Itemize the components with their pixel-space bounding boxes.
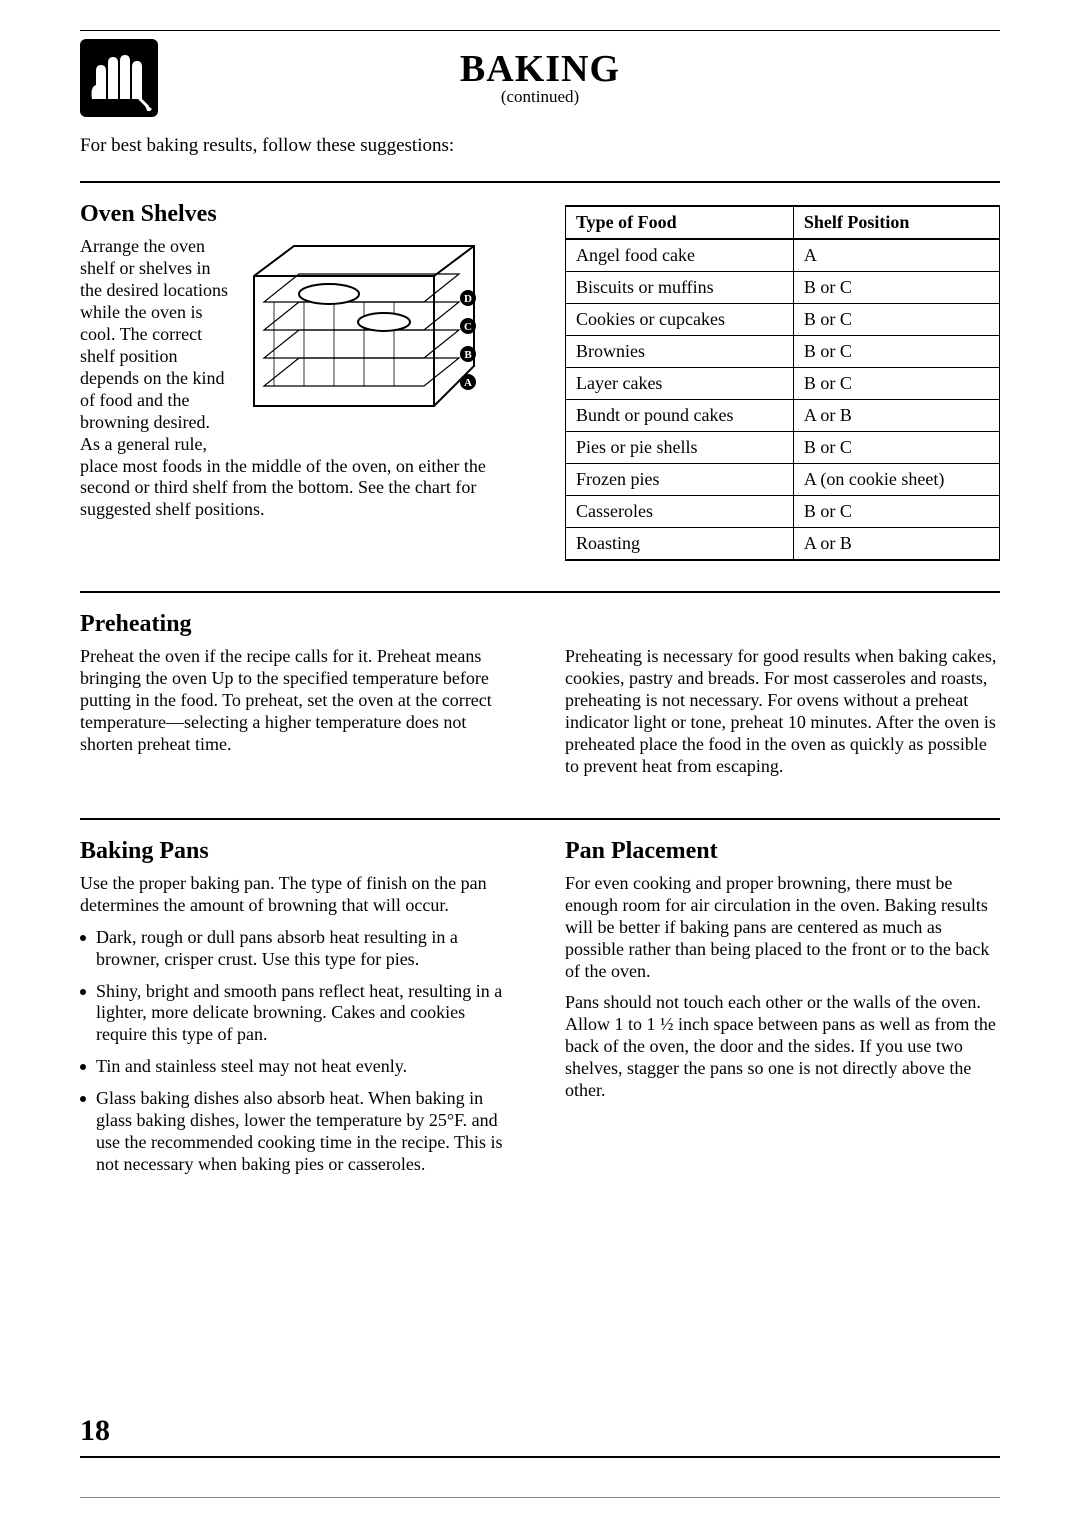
table-row: Angel food cakeA [566, 239, 1000, 272]
placement-heading: Pan Placement [565, 838, 1000, 865]
label-b: B [464, 349, 472, 361]
shelves-left: Oven Shelves Arrange the oven shelf or s… [80, 201, 515, 561]
placement-p1: For even cooking and proper browning, th… [565, 873, 1000, 983]
table-cell: A (on cookie sheet) [793, 464, 999, 496]
pans-heading: Baking Pans [80, 838, 515, 865]
table-cell: B or C [793, 432, 999, 464]
bullet-item: Tin and stainless steel may not heat eve… [80, 1056, 515, 1078]
table-cell: B or C [793, 496, 999, 528]
table-cell: A [793, 239, 999, 272]
table-row: Bundt or pound cakesA or B [566, 400, 1000, 432]
preheating-heading: Preheating [80, 611, 1000, 638]
table-cell: B or C [793, 272, 999, 304]
preheating-section: Preheating Preheat the oven if the recip… [80, 611, 1000, 788]
placement-p2: Pans should not touch each other or the … [565, 992, 1000, 1102]
table-cell: A or B [793, 400, 999, 432]
table-cell: B or C [793, 336, 999, 368]
table-cell: Biscuits or muffins [566, 272, 794, 304]
table-cell: A or B [793, 528, 999, 561]
label-c: C [464, 321, 472, 333]
table-cell: Pies or pie shells [566, 432, 794, 464]
baking-pans: Baking Pans Use the proper baking pan. T… [80, 838, 515, 1186]
table-cell: Angel food cake [566, 239, 794, 272]
table-header-row: Type of Food Shelf Position [566, 206, 1000, 239]
divider [80, 591, 1000, 593]
pans-section: Baking Pans Use the proper baking pan. T… [80, 838, 1000, 1186]
table-row: BrowniesB or C [566, 336, 1000, 368]
oven-diagram: A B C D [244, 236, 484, 416]
table-row: RoastingA or B [566, 528, 1000, 561]
th-food: Type of Food [566, 206, 794, 239]
preheating-left: Preheat the oven if the recipe calls for… [80, 646, 515, 756]
bullet-item: Dark, rough or dull pans absorb heat res… [80, 927, 515, 971]
header: BAKING (continued) [80, 39, 1000, 107]
divider [80, 818, 1000, 820]
table-cell: Bundt or pound cakes [566, 400, 794, 432]
shelves-side-text: Arrange the oven shelf or shelves in the… [80, 236, 230, 456]
table-row: Pies or pie shellsB or C [566, 432, 1000, 464]
title-block: BAKING (continued) [80, 47, 1000, 107]
bottom-rule-light [80, 1497, 1000, 1498]
table-cell: Cookies or cupcakes [566, 304, 794, 336]
bullet-item: Shiny, bright and smooth pans reflect he… [80, 981, 515, 1047]
page: BAKING (continued) For best baking resul… [0, 0, 1080, 1528]
shelves-top: Arrange the oven shelf or shelves in the… [80, 236, 515, 456]
intro-text: For best baking results, follow these su… [80, 135, 1000, 157]
preheating-right: Preheating is necessary for good results… [565, 646, 1000, 778]
hand-icon [80, 39, 158, 117]
pan-placement: Pan Placement For even cooking and prope… [565, 838, 1000, 1186]
pans-intro: Use the proper baking pan. The type of f… [80, 873, 515, 917]
table-cell: Layer cakes [566, 368, 794, 400]
shelves-heading: Oven Shelves [80, 201, 515, 228]
oven-shelves-section: Oven Shelves Arrange the oven shelf or s… [80, 201, 1000, 561]
top-rule [80, 30, 1000, 31]
table-row: Biscuits or muffinsB or C [566, 272, 1000, 304]
label-d: D [464, 293, 472, 305]
table-cell: Casseroles [566, 496, 794, 528]
shelves-right: Type of Food Shelf Position Angel food c… [565, 201, 1000, 561]
table-cell: B or C [793, 368, 999, 400]
label-a: A [464, 377, 472, 389]
shelf-position-table: Type of Food Shelf Position Angel food c… [565, 205, 1000, 561]
page-number: 18 [80, 1414, 110, 1448]
pans-bullets: Dark, rough or dull pans absorb heat res… [80, 927, 515, 1177]
divider [80, 181, 1000, 183]
table-row: Cookies or cupcakesB or C [566, 304, 1000, 336]
table-cell: B or C [793, 304, 999, 336]
bullet-item: Glass baking dishes also absorb heat. Wh… [80, 1088, 515, 1176]
subtitle: (continued) [80, 87, 1000, 107]
th-position: Shelf Position [793, 206, 999, 239]
bottom-rule [80, 1456, 1000, 1458]
page-title: BAKING [80, 47, 1000, 91]
table-cell: Frozen pies [566, 464, 794, 496]
table-row: CasserolesB or C [566, 496, 1000, 528]
table-row: Frozen piesA (on cookie sheet) [566, 464, 1000, 496]
table-cell: Brownies [566, 336, 794, 368]
table-row: Layer cakesB or C [566, 368, 1000, 400]
shelves-below-text: place most foods in the middle of the ov… [80, 456, 515, 522]
table-cell: Roasting [566, 528, 794, 561]
